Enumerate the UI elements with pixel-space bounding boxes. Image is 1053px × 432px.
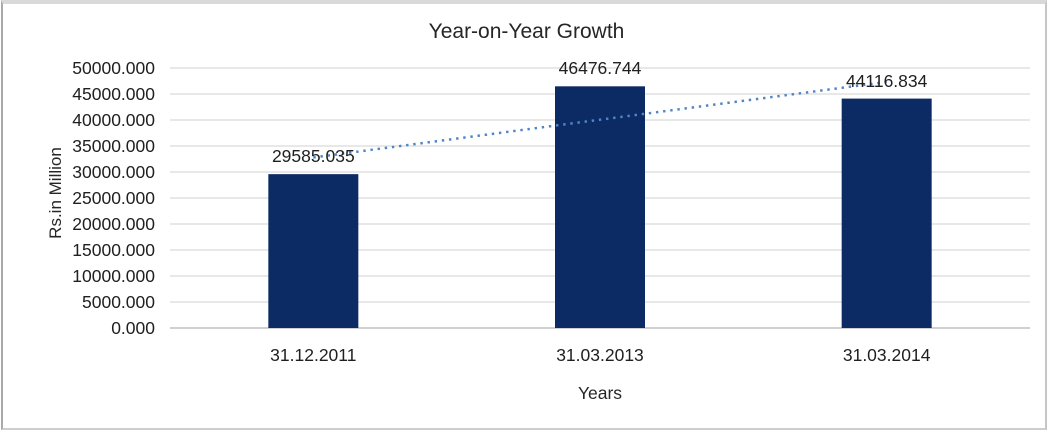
y-tick-label: 15000.000 (72, 240, 155, 260)
y-tick-label: 50000.000 (72, 58, 155, 78)
x-category-label: 31.03.2014 (842, 345, 931, 365)
bar-data-label: 46476.744 (558, 58, 642, 79)
y-tick-label: 30000.000 (72, 162, 155, 182)
x-category-label: 31.12.2011 (270, 345, 357, 365)
trendline-dotted (313, 80, 887, 159)
x-axis-title: Years (577, 383, 623, 403)
y-tick-label: 20000.000 (72, 214, 155, 234)
bar (268, 174, 359, 328)
y-tick-label: 0.000 (111, 318, 155, 338)
bar-data-label: 44116.834 (845, 70, 928, 91)
bar (841, 98, 932, 328)
chart-title: Year-on-Year Growth (428, 20, 625, 43)
y-tick-label: 10000.000 (72, 266, 155, 286)
y-tick-label: 40000.000 (72, 110, 155, 130)
y-tick-label: 5000.000 (82, 292, 155, 312)
x-category-label: 31.03.2013 (556, 345, 644, 365)
bar (555, 86, 645, 329)
y-tick-label: 45000.000 (72, 84, 155, 104)
bar-data-label: 29585.035 (271, 146, 355, 167)
y-tick-label: 35000.000 (72, 136, 155, 156)
y-tick-label: 25000.000 (72, 188, 155, 208)
